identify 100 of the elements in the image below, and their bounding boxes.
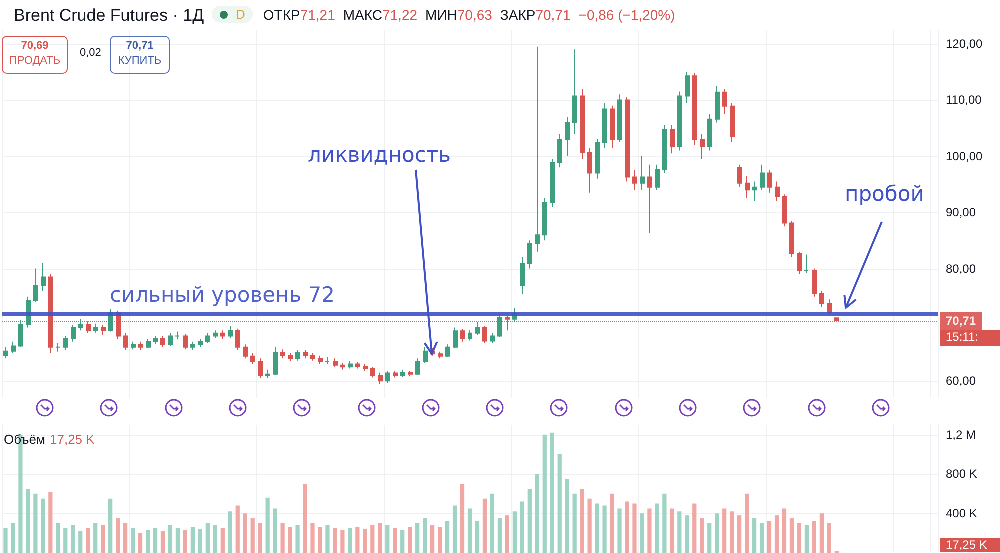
bar bbox=[820, 514, 824, 553]
candlestick bbox=[175, 331, 180, 340]
bar bbox=[632, 504, 637, 553]
y-tick-label: 800 K bbox=[946, 467, 978, 482]
bar bbox=[176, 528, 180, 553]
candlestick bbox=[453, 327, 458, 350]
bar bbox=[400, 530, 405, 553]
bar bbox=[572, 494, 577, 553]
candlestick bbox=[572, 49, 577, 134]
bar bbox=[640, 514, 644, 553]
candlestick bbox=[610, 105, 615, 148]
candlestick bbox=[11, 341, 16, 354]
candlestick bbox=[18, 320, 23, 348]
bar bbox=[356, 527, 360, 553]
text: ЗАКР bbox=[500, 6, 536, 22]
bar bbox=[138, 533, 143, 553]
bar bbox=[595, 504, 600, 553]
bar bbox=[11, 523, 16, 553]
candlestick bbox=[273, 346, 278, 376]
candlestick bbox=[797, 251, 802, 275]
candlestick bbox=[370, 366, 375, 378]
bar bbox=[123, 523, 128, 553]
bar bbox=[685, 516, 690, 553]
bar bbox=[190, 527, 196, 553]
candlestick bbox=[752, 181, 757, 202]
bar bbox=[700, 518, 704, 553]
candlestick bbox=[160, 336, 165, 348]
bar bbox=[266, 498, 270, 553]
annotation: 0,02 bbox=[80, 47, 102, 59]
text: 71,22 bbox=[382, 6, 418, 22]
candlestick bbox=[730, 102, 735, 143]
candlestick bbox=[775, 181, 780, 202]
candlestick bbox=[490, 332, 495, 344]
bar bbox=[804, 525, 810, 553]
bar bbox=[774, 516, 780, 553]
bar bbox=[790, 518, 794, 553]
bar bbox=[625, 502, 630, 553]
candlestick bbox=[385, 370, 390, 384]
bar bbox=[160, 531, 166, 553]
candlestick bbox=[460, 328, 465, 342]
bar bbox=[423, 518, 428, 553]
bar bbox=[71, 525, 76, 553]
bar bbox=[744, 494, 750, 553]
text: МИН bbox=[426, 6, 458, 22]
y-tick-label: 110,00 bbox=[946, 93, 982, 108]
bar bbox=[505, 516, 510, 553]
bar bbox=[340, 530, 345, 553]
text: D bbox=[236, 7, 246, 22]
candlestick bbox=[265, 369, 270, 379]
candlestick bbox=[617, 94, 622, 143]
annotation: КУПИТЬ bbox=[117, 54, 163, 69]
bar bbox=[715, 514, 720, 553]
bar bbox=[243, 514, 248, 553]
bar bbox=[678, 512, 682, 553]
candlestick bbox=[475, 322, 480, 336]
candlestick bbox=[655, 164, 660, 191]
candlestick bbox=[33, 268, 38, 303]
candlestick bbox=[78, 318, 83, 332]
candlestick bbox=[213, 330, 218, 339]
bar bbox=[108, 498, 113, 553]
bar bbox=[288, 527, 292, 553]
bar bbox=[4, 528, 8, 553]
bar bbox=[34, 494, 38, 553]
candlestick bbox=[295, 350, 300, 362]
bar bbox=[692, 504, 697, 553]
bar bbox=[280, 523, 285, 553]
ref-line-label: сильный уровень 72 bbox=[110, 283, 336, 308]
text: 17,25 K bbox=[940, 538, 1000, 552]
annotation: ликвидность bbox=[308, 143, 452, 167]
text: −0,86 (−1,20%) bbox=[578, 6, 676, 22]
candlestick bbox=[640, 156, 645, 191]
candlestick bbox=[468, 330, 472, 342]
bar bbox=[408, 527, 412, 553]
candlestick bbox=[198, 338, 203, 348]
candlestick bbox=[677, 91, 682, 152]
bar bbox=[475, 521, 480, 553]
candlestick bbox=[93, 323, 98, 334]
bar bbox=[565, 479, 570, 553]
candlestick bbox=[819, 290, 824, 308]
bar bbox=[198, 529, 202, 553]
candlestick bbox=[542, 198, 547, 242]
bar bbox=[797, 523, 802, 553]
bar bbox=[386, 525, 390, 553]
bar bbox=[708, 523, 712, 553]
y-tick-label: 60,00 bbox=[946, 374, 976, 388]
sell-button: 70,69 ПРОДАТЬ bbox=[2, 36, 68, 74]
candlestick bbox=[340, 362, 345, 370]
y-tick-label: 120,00 bbox=[946, 37, 984, 52]
candlestick bbox=[722, 88, 727, 115]
candlestick bbox=[3, 346, 8, 360]
y-tick-label: 80,00 bbox=[946, 262, 976, 276]
bar bbox=[542, 434, 547, 553]
candlestick bbox=[318, 355, 323, 365]
bar bbox=[258, 523, 262, 553]
text: МАКС bbox=[343, 6, 382, 22]
bar bbox=[662, 494, 667, 553]
candlestick bbox=[131, 341, 136, 350]
bar bbox=[738, 516, 742, 553]
ref-line-label: 70,71 bbox=[946, 314, 976, 328]
bar bbox=[296, 525, 300, 553]
